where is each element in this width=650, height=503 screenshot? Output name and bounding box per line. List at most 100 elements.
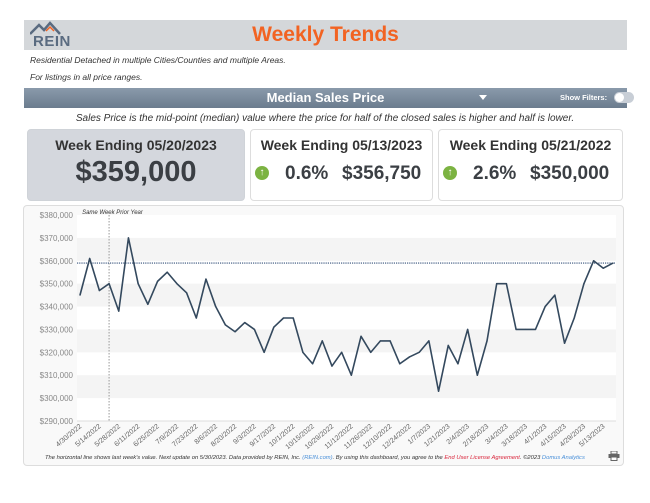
data-point [244, 321, 246, 324]
page-title: Weekly Trends [252, 23, 399, 46]
data-point [534, 328, 537, 331]
chart-panel: $290,000 $300,000 $310,000 $320,000 $330,000… [23, 205, 624, 466]
footer-text: The horizontal line shows last week's va… [45, 455, 303, 461]
data-point [399, 363, 401, 365]
data-point [389, 340, 391, 342]
y-tick-label: $320,000 [40, 348, 74, 357]
data-point [476, 374, 478, 376]
data-point [89, 257, 91, 260]
prior-week-card: Week Ending 05/13/2023 ↑ 0.6% $356,750 [250, 129, 433, 201]
header: REIN Weekly Trends [24, 20, 627, 50]
data-point [554, 294, 556, 296]
eula-link[interactable]: End User License Agreement [444, 455, 520, 461]
card-value: $356,750 [342, 163, 422, 184]
price-range-description: For listings in all price ranges. [30, 72, 143, 82]
grid-band [77, 237, 616, 261]
prior-year-annotation: Same Week Prior Year [82, 210, 144, 216]
y-tick-label: $310,000 [40, 371, 74, 380]
data-point [215, 305, 217, 308]
y-tick-label: $350,000 [40, 280, 74, 289]
data-point [573, 317, 575, 319]
y-tick-label: $360,000 [40, 257, 74, 266]
prior-year-card: Week Ending 05/21/2022 ↑ 2.6% $350,000 [438, 129, 623, 201]
metric-description: Sales Price is the mid-point (median) va… [75, 113, 575, 124]
rein-link[interactable]: (REIN.com) [302, 455, 333, 461]
arrow-up-icon: ↑ [255, 166, 269, 180]
data-point [292, 317, 294, 319]
card-title: Week Ending 05/13/2023 [260, 137, 423, 153]
data-point [408, 356, 411, 358]
data-point [176, 283, 178, 285]
data-point [418, 351, 420, 353]
footer-text: . By using this dashboard, you agree to … [332, 455, 445, 461]
data-point [224, 324, 226, 326]
footer-text: . ©2023 [519, 455, 542, 461]
grid-band [77, 375, 616, 399]
data-point [98, 289, 100, 292]
data-point [505, 283, 507, 285]
data-point [437, 390, 440, 392]
data-point [515, 328, 517, 331]
data-point [147, 303, 149, 305]
data-point [311, 363, 314, 365]
metric-dropdown[interactable]: Median Sales Price [266, 90, 385, 105]
data-point [496, 283, 498, 285]
data-point [428, 340, 430, 342]
data-point [195, 317, 197, 319]
y-tick-label: $330,000 [40, 325, 74, 334]
data-point [350, 374, 352, 376]
data-point [486, 340, 488, 342]
current-week-card: Week Ending 05/20/2023 $359,000 [27, 129, 245, 201]
data-point [583, 283, 585, 285]
card-title: Week Ending 05/21/2022 [449, 137, 612, 153]
grid-band [77, 283, 616, 307]
data-point [563, 342, 566, 344]
series-line [79, 237, 614, 393]
data-point [166, 271, 168, 273]
data-point [263, 351, 265, 353]
domus-link[interactable]: Domus Analytics [541, 455, 585, 461]
data-point [302, 351, 304, 353]
data-point [79, 294, 81, 296]
show-filters-toggle[interactable] [614, 92, 634, 103]
data-point [137, 283, 139, 285]
metric-selector-bar: Median Sales Price Show Filters: [24, 88, 634, 108]
data-point [360, 335, 362, 337]
filter-description: Residential Detached in multiple Cities/… [30, 55, 286, 65]
y-tick-label: $340,000 [40, 303, 74, 312]
data-point [544, 305, 546, 308]
data-point [321, 340, 323, 342]
rein-logo: REIN [28, 21, 71, 50]
logo-text: REIN [33, 33, 71, 50]
grid-band [77, 329, 616, 353]
print-icon[interactable] [608, 451, 620, 461]
card-value: $350,000 [530, 163, 610, 184]
chevron-down-icon[interactable] [479, 95, 487, 100]
data-point [341, 351, 343, 353]
arrow-up-icon: ↑ [443, 166, 457, 180]
card-change: 2.6% [473, 163, 517, 184]
data-point [593, 260, 595, 262]
data-point [186, 292, 188, 294]
data-point [127, 237, 130, 239]
data-point [234, 331, 236, 333]
card-value: $359,000 [75, 156, 197, 188]
data-point [525, 328, 527, 331]
show-filters-label: Show Filters: [560, 93, 608, 102]
data-point [156, 280, 159, 282]
data-point [282, 317, 285, 319]
data-point [118, 310, 120, 312]
data-point [457, 363, 459, 365]
data-point [108, 283, 110, 285]
card-change: 0.6% [285, 163, 329, 184]
data-point [370, 351, 372, 353]
data-point [447, 344, 449, 347]
data-point [205, 278, 207, 280]
data-point [379, 340, 382, 342]
data-point [612, 262, 614, 264]
y-tick-label: $290,000 [40, 417, 74, 426]
card-title: Week Ending 05/20/2023 [55, 137, 217, 153]
y-tick-label: $370,000 [40, 234, 74, 243]
data-point [467, 328, 469, 331]
data-point [602, 267, 604, 269]
